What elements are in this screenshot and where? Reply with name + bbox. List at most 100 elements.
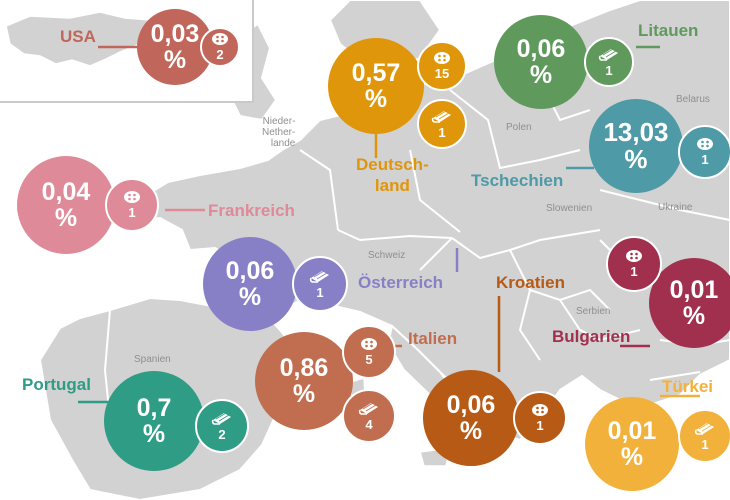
region-label-ukraine: Ukraine <box>658 202 693 213</box>
deutschland-country-label: Deutsch- land <box>356 155 429 195</box>
tschechien-share-value: 13,03 <box>603 116 669 147</box>
deutschland-share-value: 0,57 <box>351 58 401 87</box>
portugal-share-value: 0,7 <box>136 393 172 422</box>
button-icon <box>625 249 643 264</box>
button-icon <box>697 138 713 150</box>
kroatien-item-count-1: 1 <box>536 418 544 433</box>
italien-share-bubble: 0,86% <box>255 332 353 430</box>
fabric-icon <box>358 402 378 415</box>
litauen-item-badge-1: 1 <box>584 37 634 87</box>
oesterreich-item-badge-1: 1 <box>292 256 348 312</box>
kroatien-share-bubble: 0,06% <box>423 370 519 466</box>
region-label-belarus: Belarus <box>676 94 710 105</box>
kroatien-item-badge-1: 1 <box>513 391 567 445</box>
tuerkei-share-bubble: 0,01% <box>585 397 679 491</box>
fabric-icon <box>211 410 233 427</box>
frankreich-item-count-1: 1 <box>128 205 136 220</box>
italien-item-count-1: 5 <box>365 352 373 367</box>
bulgarien-country-label: Bulgarien <box>552 327 631 346</box>
usa-item-count-1: 2 <box>216 47 224 62</box>
region-label-niederlande-text: Nieder- Nether- lande <box>262 116 296 149</box>
oesterreich-share-bubble: 0,06% <box>203 237 297 331</box>
deutschland-item-badge-2: 1 <box>417 99 467 149</box>
bulgarien-item-count-1: 1 <box>630 264 638 279</box>
litauen-share-value: 0,06 <box>516 34 566 63</box>
button-icon <box>211 32 229 47</box>
fabric-icon <box>309 268 331 285</box>
region-label-niederlande: Nieder- Nether- lande <box>262 116 295 149</box>
oesterreich-share-unit: % <box>238 283 262 311</box>
tschechien-item-badge-1: 1 <box>678 125 730 179</box>
oesterreich-share-value: 0,06 <box>225 256 275 285</box>
italien-country-label: Italien <box>408 329 458 348</box>
usa-share-value: 0,03 <box>150 19 200 48</box>
bulgarien-share-unit: % <box>682 302 706 330</box>
portugal-country-label: Portugal <box>22 375 91 394</box>
tuerkei-country-label: Türkei <box>662 377 714 396</box>
usa-item-badge-1: 2 <box>200 27 240 67</box>
usa-country-label: USA <box>60 27 96 46</box>
bulgarien-item-badge-1: 1 <box>606 236 662 292</box>
italien-item-badge-1: 5 <box>342 325 396 379</box>
portugal-item-badge-1: 2 <box>195 399 249 453</box>
portugal-item-count-1: 2 <box>218 427 226 442</box>
tschechien-share-unit: % <box>624 144 648 174</box>
tuerkei-item-count-1: 1 <box>701 437 709 452</box>
italien-item-badge-2: 4 <box>342 389 396 443</box>
fabric-icon <box>694 422 714 435</box>
button-icon <box>626 250 642 262</box>
button-icon <box>123 190 141 205</box>
button-icon <box>434 52 450 64</box>
deutschland-item-badge-1: 15 <box>417 41 467 91</box>
kroatien-share-value: 0,06 <box>446 390 496 419</box>
italien-item-count-2: 4 <box>365 417 373 432</box>
region-label-serbien: Serbien <box>576 306 611 317</box>
tuerkei-share-unit: % <box>620 443 644 471</box>
tschechien-country-label: Tschechien <box>471 171 564 190</box>
fabric-icon <box>431 108 453 125</box>
region-label-slowenien: Slowenien <box>546 203 593 214</box>
fabric-icon <box>694 420 716 437</box>
button-icon <box>532 404 548 416</box>
oesterreich-item-count-1: 1 <box>316 285 324 300</box>
bulgarien-share-value: 0,01 <box>669 275 719 304</box>
deutschland-item-count-1: 15 <box>434 66 450 81</box>
frankreich-country-label: Frankreich <box>208 201 295 220</box>
bulgarien-share-bubble: 0,01% <box>649 258 730 348</box>
litauen-share-unit: % <box>529 61 553 89</box>
button-icon <box>124 191 140 203</box>
deutschland-share-unit: % <box>364 85 388 113</box>
italien-share-value: 0,86 <box>279 353 329 382</box>
litauen-share-bubble: 0,06% <box>494 15 588 109</box>
button-icon <box>696 137 714 152</box>
fabric-icon <box>598 46 620 63</box>
fabric-icon <box>358 400 380 417</box>
tschechien-item-count-1: 1 <box>701 152 709 167</box>
deutschland-item-count-2: 1 <box>438 125 446 140</box>
region-label-schweiz: Schweiz <box>368 250 406 261</box>
fabric-icon <box>309 270 329 283</box>
button-icon <box>433 51 451 66</box>
region-label-polen: Polen <box>506 122 532 133</box>
frankreich-item-badge-1: 1 <box>105 178 159 232</box>
litauen-item-count-1: 1 <box>605 63 613 78</box>
tuerkei-item-badge-1: 1 <box>678 409 730 463</box>
fabric-icon <box>598 48 618 61</box>
button-icon <box>212 33 228 45</box>
portugal-share-unit: % <box>142 420 166 448</box>
usa-inset-map <box>5 11 160 67</box>
button-icon <box>361 338 377 350</box>
deutschland-share-bubble: 0,57% <box>328 38 424 134</box>
italien-share-unit: % <box>292 380 316 408</box>
oesterreich-country-label: Österreich <box>358 273 444 292</box>
tschechien-share-bubble: 13,03% <box>589 99 683 193</box>
kroatien-country-label: Kroatien <box>496 273 565 292</box>
portugal-share-bubble: 0,7% <box>104 371 204 471</box>
region-label-spanien: Spanien <box>134 354 171 365</box>
usa-share-unit: % <box>163 46 187 74</box>
fabric-icon <box>431 110 451 123</box>
litauen-country-label: Litauen <box>638 21 699 40</box>
frankreich-share-value: 0,04 <box>41 177 91 206</box>
fabric-icon <box>211 412 231 425</box>
button-icon <box>531 403 549 418</box>
